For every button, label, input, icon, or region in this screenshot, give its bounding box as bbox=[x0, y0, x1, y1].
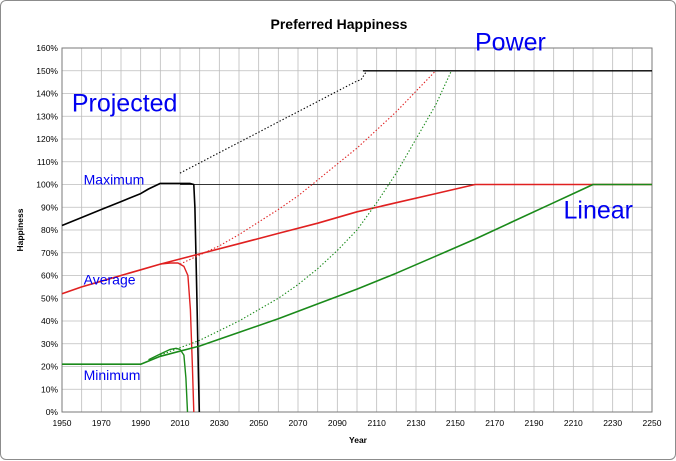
x-tick-label: 1990 bbox=[131, 418, 150, 428]
x-axis-label: Year bbox=[349, 435, 368, 445]
y-tick-label: 140% bbox=[36, 89, 58, 99]
y-axis-label: Happiness bbox=[15, 208, 25, 251]
y-tick-label: 120% bbox=[36, 134, 58, 144]
y-tick-label: 130% bbox=[36, 111, 58, 121]
x-tick-label: 2050 bbox=[249, 418, 268, 428]
x-tick-label: 2150 bbox=[446, 418, 465, 428]
y-tick-label: 40% bbox=[41, 316, 58, 326]
tick-labels: 0% 10% 20% 30% 40% 50% 60% 70% 80% 90% 100% 110% 120… bbox=[36, 43, 661, 428]
annotation-label: Maximum bbox=[84, 172, 145, 188]
y-tick-label: 0% bbox=[46, 407, 59, 417]
x-tick-label: 2170 bbox=[485, 418, 504, 428]
y-tick-label: 90% bbox=[41, 202, 58, 212]
series-line-8 bbox=[148, 347, 189, 413]
x-tick-label: 2210 bbox=[564, 418, 583, 428]
y-tick-label: 20% bbox=[41, 362, 58, 372]
x-tick-label: 2010 bbox=[171, 418, 190, 428]
annotation-label: Power bbox=[475, 28, 546, 56]
y-tick-label: 10% bbox=[41, 384, 58, 394]
y-tick-label: 70% bbox=[41, 248, 58, 258]
annotations: Projected Power Linear Maximum Average Minimu… bbox=[72, 28, 633, 383]
y-tick-label: 80% bbox=[41, 225, 58, 235]
series-line-1 bbox=[179, 70, 368, 174]
plot-area bbox=[61, 47, 653, 413]
y-tick-label: 100% bbox=[36, 180, 58, 190]
series-line-4 bbox=[61, 183, 652, 295]
series-line-7 bbox=[62, 183, 652, 366]
series-group bbox=[61, 70, 652, 413]
x-tick-label: 1950 bbox=[53, 418, 72, 428]
y-tick-label: 150% bbox=[36, 66, 58, 76]
y-tick-label: 60% bbox=[41, 271, 58, 281]
y-tick-label: 160% bbox=[36, 43, 58, 53]
annotation-label: Linear bbox=[564, 197, 634, 225]
x-tick-label: 2250 bbox=[643, 418, 662, 428]
annotation-label: Projected bbox=[72, 90, 178, 118]
x-tick-label: 2110 bbox=[368, 418, 387, 428]
series-line-9 bbox=[160, 70, 452, 356]
x-tick-label: 2070 bbox=[289, 418, 308, 428]
chart-title: Preferred Happiness bbox=[271, 16, 408, 32]
x-tick-label: 1970 bbox=[92, 418, 111, 428]
series-line-5 bbox=[160, 262, 195, 413]
x-tick-label: 2090 bbox=[328, 418, 347, 428]
annotation-label: Minimum bbox=[84, 367, 141, 383]
series-line-0 bbox=[61, 182, 201, 413]
y-tick-label: 30% bbox=[41, 339, 58, 349]
x-tick-label: 2190 bbox=[525, 418, 544, 428]
x-tick-label: 2230 bbox=[603, 418, 622, 428]
y-tick-label: 110% bbox=[37, 157, 59, 167]
x-tick-label: 2030 bbox=[210, 418, 229, 428]
annotation-label: Average bbox=[84, 272, 136, 288]
x-tick-label: 2130 bbox=[407, 418, 426, 428]
y-tick-label: 50% bbox=[41, 293, 58, 303]
series-line-6 bbox=[179, 70, 437, 265]
